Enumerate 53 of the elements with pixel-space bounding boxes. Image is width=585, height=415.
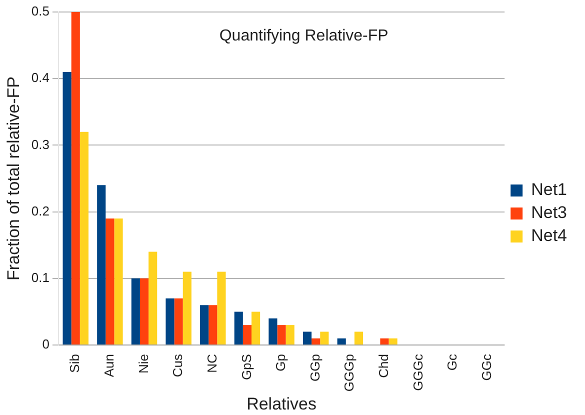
bar [302, 332, 312, 345]
bar [106, 218, 114, 345]
bar [337, 338, 346, 345]
bar [200, 305, 209, 345]
legend-label: Net4 [531, 226, 568, 246]
x-tick-label: GpS [238, 354, 254, 380]
bar [242, 325, 252, 345]
bar [234, 312, 243, 345]
y-tick-label: 0.3 [31, 136, 50, 152]
bar [208, 305, 218, 345]
bar [62, 72, 72, 345]
y-axis-title: Fraction of total relative-FP [4, 76, 23, 281]
legend-label: Net3 [531, 203, 568, 222]
bar [148, 252, 158, 345]
bar [286, 325, 294, 345]
bar [354, 332, 364, 345]
bar [268, 318, 278, 345]
x-tick-label: Chd [376, 354, 392, 378]
bar [114, 218, 123, 345]
bar [380, 338, 389, 345]
x-tick-label: Sib [67, 354, 82, 373]
x-tick-label: Gp [273, 354, 288, 372]
x-tick-label: GGc [479, 354, 494, 381]
x-tick-label: Aun [102, 354, 117, 378]
x-tick-label: GGGp [342, 354, 357, 392]
bar [80, 132, 88, 345]
x-tick-label: NC [204, 354, 220, 373]
y-tick-label: 0.5 [31, 4, 50, 19]
y-tick-label: 0.1 [31, 270, 50, 286]
bar [320, 332, 329, 345]
text: Quantifying Relative-FP [219, 27, 388, 44]
legend-label: Net1 [531, 180, 568, 200]
x-tick-label: Nie [136, 354, 151, 374]
bar [217, 272, 226, 345]
x-axis-title: Relatives [246, 394, 316, 414]
bar [166, 298, 174, 345]
y-tick-label: 0 [42, 336, 50, 352]
y-tick-label: 0.4 [31, 70, 50, 86]
x-tick-label: Gc [444, 354, 460, 371]
bar [312, 338, 320, 345]
x-tick-label: Cus [170, 354, 186, 378]
bar [97, 185, 106, 345]
bar [71, 12, 80, 345]
y-tick-label: 0.2 [31, 203, 50, 218]
bar [252, 312, 260, 345]
bar [140, 278, 149, 345]
x-tick-label: GGp [307, 354, 322, 382]
bar [131, 278, 140, 345]
bar [388, 338, 398, 345]
bar [174, 298, 183, 345]
x-tick-label: GGGc [410, 354, 426, 391]
bar [277, 325, 286, 345]
bar [182, 272, 192, 345]
